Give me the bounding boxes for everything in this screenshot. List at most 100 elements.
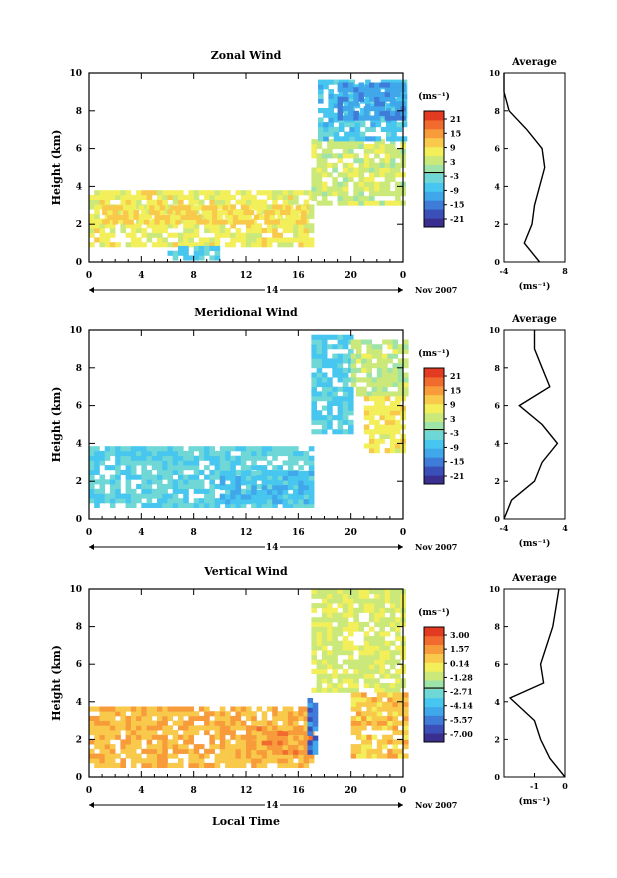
heatmap-cell bbox=[115, 488, 121, 494]
heatmap-cell bbox=[151, 465, 158, 471]
heatmap-cell bbox=[157, 465, 163, 471]
heatmap-cell bbox=[287, 475, 294, 481]
heatmap-cell bbox=[172, 488, 179, 494]
heatmap-cell bbox=[301, 210, 307, 216]
heatmap-cell bbox=[178, 711, 184, 717]
heatmap-cell bbox=[327, 650, 333, 656]
heatmap-cell bbox=[272, 720, 278, 726]
heatmap-cell bbox=[342, 181, 349, 187]
heatmap-cell bbox=[379, 438, 385, 444]
heatmap-cell bbox=[369, 106, 375, 112]
heatmap-cell bbox=[337, 143, 344, 149]
heatmap-cell bbox=[159, 219, 166, 225]
heatmap-cell bbox=[298, 228, 304, 234]
heatmap-cell bbox=[136, 720, 142, 726]
heatmap-cell bbox=[115, 762, 121, 768]
heatmap-cell bbox=[328, 117, 334, 123]
heatmap-cell bbox=[272, 228, 278, 234]
heatmap-cell bbox=[327, 139, 333, 145]
heatmap-cell bbox=[392, 363, 399, 369]
heatmap-cell bbox=[183, 711, 189, 717]
heatmap-cell bbox=[287, 739, 294, 745]
heatmap-cell bbox=[307, 707, 314, 713]
heatmap-cell bbox=[337, 363, 344, 369]
heatmap-cell bbox=[293, 499, 299, 505]
heatmap-cell bbox=[338, 136, 345, 142]
heatmap-cell bbox=[193, 758, 200, 764]
heatmap-cell bbox=[374, 617, 380, 623]
heatmap-cell bbox=[287, 455, 294, 461]
heatmap-cell bbox=[369, 181, 375, 187]
heatmap-cell bbox=[374, 640, 380, 646]
heatmap-cell bbox=[363, 659, 370, 665]
heatmap-cell bbox=[120, 228, 126, 234]
heatmap-cell bbox=[209, 460, 215, 466]
heatmap-cell bbox=[348, 640, 354, 646]
heatmap-cell bbox=[209, 194, 215, 200]
heatmap-cell bbox=[157, 725, 163, 731]
heatmap-cell bbox=[227, 214, 234, 220]
heatmap-cell bbox=[321, 162, 328, 168]
heatmap-cell bbox=[256, 749, 263, 755]
heatmap-cell bbox=[318, 122, 324, 128]
colorbar-swatch bbox=[424, 164, 444, 174]
heatmap-cell bbox=[353, 673, 359, 679]
heatmap-cell bbox=[355, 339, 362, 345]
heatmap-cell bbox=[109, 488, 116, 494]
x-tick-label: 0 bbox=[400, 271, 406, 281]
heatmap-cell bbox=[365, 84, 371, 90]
heatmap-cell bbox=[371, 753, 378, 759]
x-tick-label: 12 bbox=[240, 271, 253, 281]
heatmap-cell bbox=[230, 460, 236, 466]
heatmap-cell bbox=[337, 612, 344, 618]
heatmap-cell bbox=[358, 143, 365, 149]
heatmap-cell bbox=[332, 358, 338, 364]
heatmap-cell bbox=[361, 339, 367, 345]
heatmap-cell bbox=[298, 502, 304, 508]
heatmap-cell bbox=[162, 748, 168, 754]
heatmap-cell bbox=[130, 465, 137, 471]
heatmap-cell bbox=[282, 740, 289, 746]
heatmap-cell bbox=[374, 589, 380, 595]
heatmap-cell bbox=[349, 126, 355, 132]
heatmap-cell bbox=[120, 493, 126, 499]
heatmap-cell bbox=[389, 424, 396, 430]
heatmap-cell bbox=[395, 673, 401, 679]
heatmap-cell bbox=[327, 687, 333, 693]
heatmap-cell bbox=[332, 386, 338, 392]
heatmap-cell bbox=[395, 101, 401, 107]
heatmap-cell bbox=[318, 136, 324, 142]
heatmap-cell bbox=[327, 673, 333, 679]
heatmap-cell bbox=[204, 465, 210, 471]
heatmap-cell bbox=[379, 636, 385, 642]
heatmap-cell bbox=[287, 502, 294, 508]
heatmap-cell bbox=[219, 711, 226, 717]
heatmap-cell bbox=[104, 199, 111, 205]
heatmap-cell bbox=[332, 673, 338, 679]
heatmap-cell bbox=[316, 396, 323, 402]
heatmap-cell bbox=[366, 720, 372, 726]
heatmap-cell bbox=[89, 232, 95, 238]
heatmap-cell bbox=[358, 181, 365, 187]
heatmap-cell bbox=[321, 603, 328, 609]
heatmap-cell bbox=[387, 344, 393, 350]
heatmap-cell bbox=[183, 245, 189, 251]
heatmap-cell bbox=[120, 725, 126, 731]
heatmap-cell bbox=[369, 617, 375, 623]
heatmap-cell bbox=[397, 697, 404, 703]
heatmap-cell bbox=[350, 339, 357, 345]
heatmap-cell bbox=[344, 112, 350, 118]
heatmap-cell bbox=[157, 753, 163, 759]
heatmap-cell bbox=[125, 493, 132, 499]
heatmap-cell bbox=[308, 753, 315, 759]
heatmap-cell bbox=[382, 720, 388, 726]
heatmap-cell bbox=[136, 474, 142, 480]
heatmap-cell bbox=[104, 465, 111, 471]
heatmap-cell bbox=[311, 405, 317, 411]
heatmap-cell bbox=[287, 470, 294, 476]
heatmap-cell bbox=[376, 748, 383, 754]
heatmap-cell bbox=[214, 720, 221, 726]
heatmap-cell bbox=[401, 79, 408, 85]
heatmap-cell bbox=[230, 489, 236, 495]
heatmap-cell bbox=[130, 498, 137, 504]
